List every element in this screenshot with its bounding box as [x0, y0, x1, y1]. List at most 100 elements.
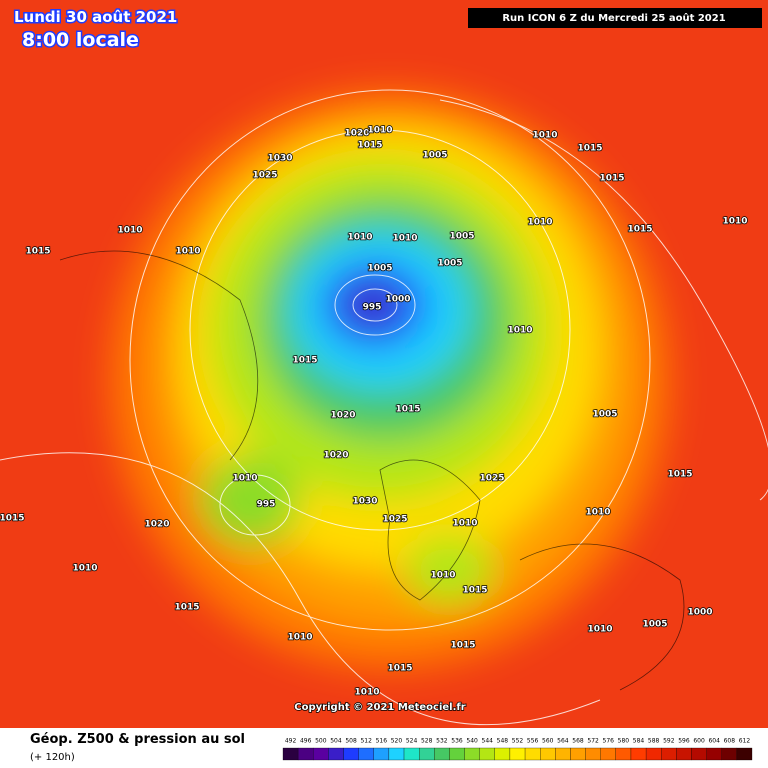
isobar-label: 1025: [252, 171, 277, 181]
isobar-label: 1010: [722, 217, 747, 227]
scale-swatch: [479, 747, 495, 761]
scale-label: 564: [557, 738, 569, 745]
scale-swatch: [676, 747, 692, 761]
scale-swatch: [555, 747, 571, 761]
isobar-label: 1010: [175, 247, 200, 257]
scale-label: 520: [391, 738, 403, 745]
scale-swatch: [721, 747, 738, 761]
isobar-label: 1015: [450, 641, 475, 651]
scale-label: 604: [708, 738, 720, 745]
isobar-label: 1010: [532, 131, 557, 141]
scale-swatch: [373, 747, 390, 761]
isobar-label: 1030: [352, 497, 377, 507]
scale-label: 516: [376, 738, 388, 745]
scale-label: 612: [739, 738, 751, 745]
isobar-label: 1015: [667, 470, 692, 480]
run-label: Run ICON 6 Z du Mercredi 25 août 2021: [502, 12, 725, 24]
isobar-label: 1015: [577, 144, 602, 154]
legend-title: Géop. Z500 & pression au sol: [30, 732, 245, 747]
isobar-label: 1010: [72, 564, 97, 574]
isobar-label: 1005: [642, 620, 667, 630]
scale-swatch: [494, 747, 511, 761]
isobar-label: 1025: [479, 474, 504, 484]
isobar-label: 1020: [323, 451, 348, 461]
scale-swatch: [297, 747, 314, 761]
scale-swatch: [388, 747, 405, 761]
scale-label: 536: [451, 738, 463, 745]
isobar-label: 1000: [687, 608, 712, 618]
isobar-label: 1010: [232, 474, 257, 484]
scale-swatch: [706, 747, 722, 761]
copyright: Copyright © 2021 Meteociel.fr: [294, 702, 465, 713]
scale-swatch: [645, 747, 662, 761]
isobar-label: 1025: [382, 515, 407, 525]
scale-label: 532: [436, 738, 448, 745]
isobar-label: 1020: [144, 520, 169, 530]
scale-swatch: [540, 747, 556, 761]
isobar-label: 1015: [25, 247, 50, 257]
isobar-label: 1005: [449, 232, 474, 242]
scale-label: 492: [285, 738, 297, 745]
scale-label: 552: [512, 738, 524, 745]
isobar-label: 1010: [392, 234, 417, 244]
isobar-label: 1005: [367, 264, 392, 274]
isobar-label: 1010: [287, 633, 312, 643]
scale-swatch: [691, 747, 707, 761]
isobar-label: 1010: [430, 571, 455, 581]
scale-swatch: [464, 747, 480, 761]
isobar-label: 1010: [587, 625, 612, 635]
scale-swatch: [449, 747, 465, 761]
isobar-label: 1005: [422, 151, 447, 161]
isobar-label: 1010: [117, 226, 142, 236]
isobar-label: 1010: [507, 326, 532, 336]
scale-swatch: [419, 747, 435, 761]
scale-label: 596: [678, 738, 690, 745]
scale-swatch: [630, 747, 647, 761]
scale-label: 528: [421, 738, 433, 745]
scale-label: 600: [693, 738, 705, 745]
time-label: 8:00 locale: [22, 29, 139, 51]
date-label: Lundi 30 août 2021: [14, 8, 177, 26]
scale-label: 608: [724, 738, 736, 745]
isobar-label: 1000: [385, 295, 410, 305]
scale-swatch: [615, 747, 632, 761]
isobar-label: 1010: [347, 233, 372, 243]
isobar-label: 1015: [357, 141, 382, 151]
isobar-label: 1010: [354, 688, 379, 698]
scale-label: 544: [482, 738, 494, 745]
scale-label: 576: [603, 738, 615, 745]
scale-swatch: [524, 747, 541, 761]
isobar-label: 1010: [367, 126, 392, 136]
isobar-label: 1020: [344, 129, 369, 139]
scale-swatch: [343, 747, 359, 761]
scale-label: 556: [527, 738, 539, 745]
scale-label: 500: [315, 738, 327, 745]
scale-swatch: [585, 747, 601, 761]
isobar-label: 1015: [599, 174, 624, 184]
scale-swatch: [600, 747, 616, 761]
scale-swatch: [661, 747, 677, 761]
scale-swatch: [403, 747, 420, 761]
isobar-label: 995: [363, 303, 382, 313]
scale-swatch: [313, 747, 329, 761]
isobar-label: 1010: [585, 508, 610, 518]
scale-label: 512: [360, 738, 372, 745]
isobar-label: 1015: [0, 514, 25, 524]
scale-label: 584: [633, 738, 645, 745]
scale-label: 572: [587, 738, 599, 745]
scale-swatch: [509, 747, 526, 761]
isobar-label: 1020: [330, 411, 355, 421]
scale-label: 568: [572, 738, 584, 745]
isobar-label: 1005: [592, 410, 617, 420]
isobar-label: 1015: [395, 405, 420, 415]
isobar-label: 1015: [387, 664, 412, 674]
scale-label: 508: [345, 738, 357, 745]
scale-label: 580: [618, 738, 630, 745]
isobar-label: 1005: [437, 259, 462, 269]
scale-swatch: [282, 747, 299, 761]
isobar-label: 1015: [174, 603, 199, 613]
scale-label: 496: [300, 738, 312, 745]
scale-label: 540: [466, 738, 478, 745]
